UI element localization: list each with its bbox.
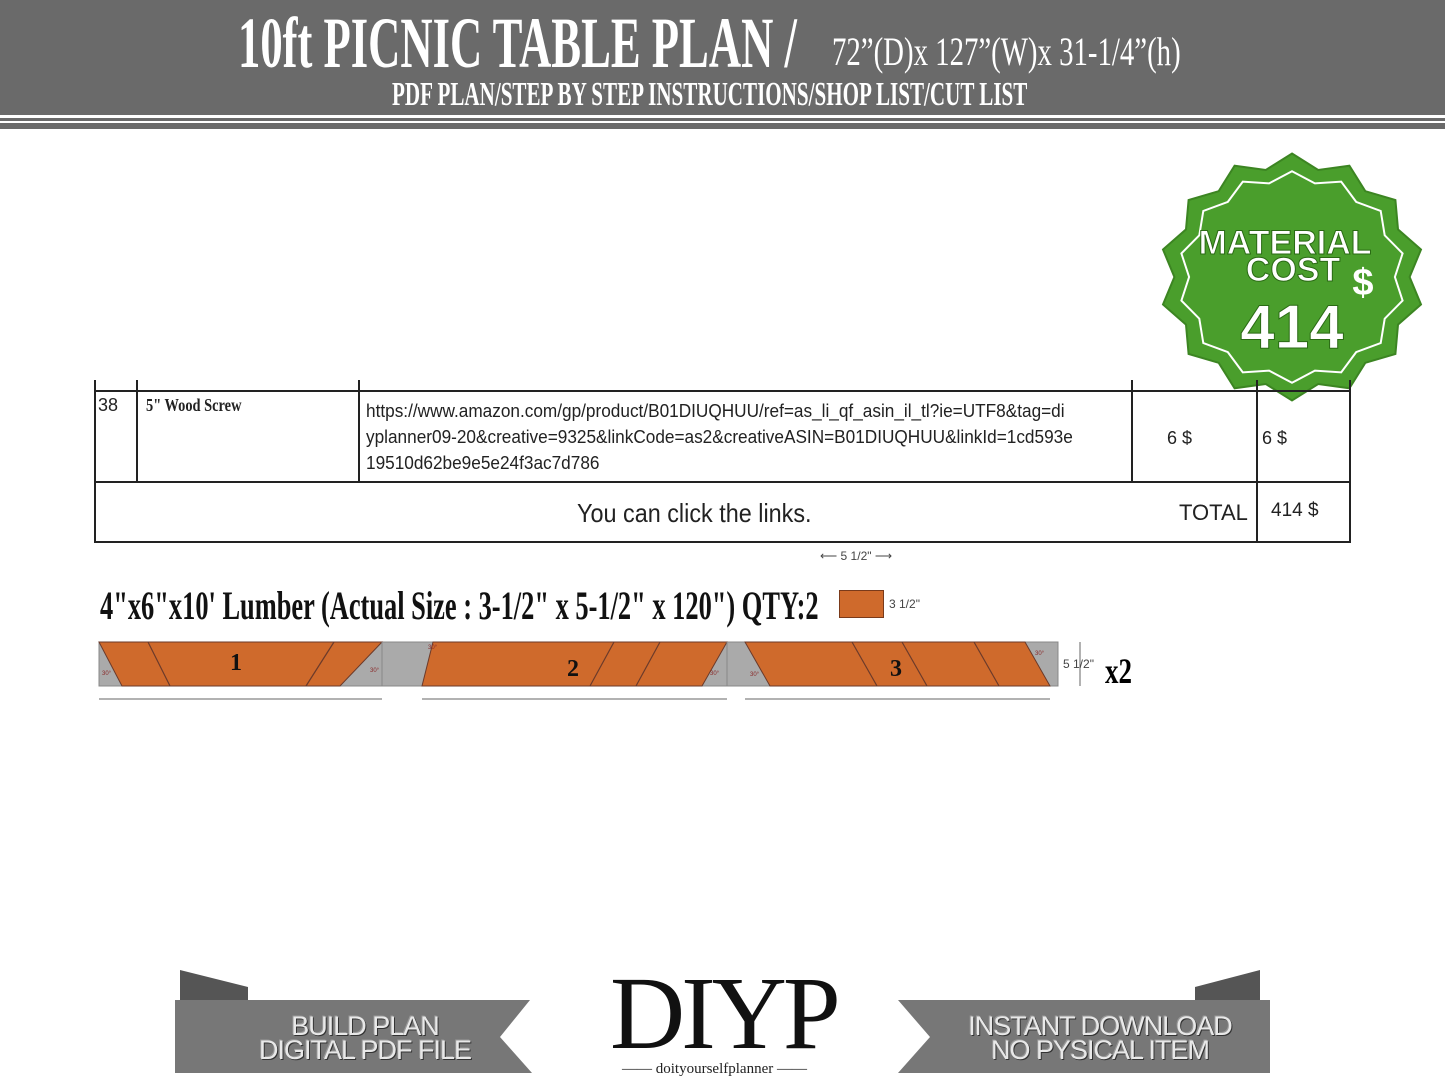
angle-label: 30° (428, 645, 438, 651)
piece-number: 3 (890, 656, 902, 682)
left-ribbon-text: BUILD PLAN DIGITAL PDF FILE (240, 1011, 490, 1065)
diyp-logo: DIYP (610, 956, 841, 1071)
cut-line (851, 641, 878, 687)
total-value: 414 $ (1271, 500, 1319, 521)
angle-label: 30° (750, 672, 760, 678)
material-cost-badge: MATERIAL COST $ 414 (1161, 152, 1423, 402)
cut-line (589, 641, 615, 687)
links-note: You can click the links. (577, 498, 812, 528)
angle-label: 30° (370, 668, 380, 674)
angle-label: 30° (710, 671, 720, 677)
page-subtitle: PDF PLAN/STEP BY STEP INSTRUCTIONS/SHOP … (392, 76, 1028, 113)
divider (0, 118, 1445, 121)
total-label: TOTAL (1179, 500, 1248, 525)
row-total: 6 $ (1262, 428, 1288, 448)
row-number: 38 (98, 395, 119, 415)
right-ribbon-text: INSTANT DOWNLOAD NO PYSICAL ITEM (955, 1011, 1245, 1065)
badge-line2: COST (1246, 251, 1341, 289)
logo-sub: doityourselfplanner (655, 1061, 774, 1077)
badge-line1: MATERIAL (1198, 224, 1371, 262)
badge-amount: 414 (1240, 293, 1344, 362)
badge-currency: $ (1352, 262, 1373, 304)
angle-label: 30° (1035, 651, 1045, 657)
cut-line (973, 641, 1000, 687)
cut-piece-1 (98, 641, 384, 687)
thickness-label: 3 1/2" (889, 597, 920, 611)
left-line1: BUILD PLAN (291, 1011, 440, 1041)
logo-subtitle: —— doityourselfplanner —— (622, 1061, 807, 1077)
piece-number: 2 (567, 656, 579, 682)
right-ribbon (898, 970, 1270, 1073)
unit-price: 6 $ (1167, 428, 1193, 448)
left-line2: DIGITAL PDF FILE (258, 1035, 472, 1065)
left-ribbon (175, 970, 532, 1073)
width-dimension: ⟵ 5 1/2" ⟶ (820, 549, 893, 563)
page-title: 10ft PICNIC TABLE PLAN / (238, 3, 797, 83)
cut-piece-3 (744, 641, 1051, 687)
width-label: 5 1/2" (840, 549, 872, 563)
dimensions: 72”(D)x 127”(W)x 31-1/4”(h) (832, 29, 1181, 74)
cut-diagram: 1 2 3 30° 30° 30° 30° 30° 30° (98, 641, 1081, 700)
header-banner (0, 0, 1445, 115)
right-line1: INSTANT DOWNLOAD (968, 1011, 1233, 1041)
cut-piece-2 (421, 641, 728, 687)
quantity-multiplier: x2 (1105, 651, 1132, 691)
cut-line (901, 641, 928, 687)
cut-line (635, 641, 661, 687)
product-link[interactable]: https://www.amazon.com/gp/product/B01DIU… (366, 400, 1073, 473)
height-label: 5 1/2" (1063, 657, 1094, 671)
lumber-cross-section (839, 590, 884, 618)
angle-label: 30° (102, 671, 112, 677)
item-name: 5" Wood Screw (146, 395, 242, 415)
lumber-title: 4"x6"x10' Lumber (Actual Size : 3-1/2" x… (100, 583, 819, 628)
right-line2: NO PYSICAL ITEM (990, 1035, 1210, 1065)
divider (0, 123, 1445, 129)
cut-line (147, 641, 171, 687)
cut-line (305, 641, 335, 687)
piece-number: 1 (230, 650, 242, 676)
